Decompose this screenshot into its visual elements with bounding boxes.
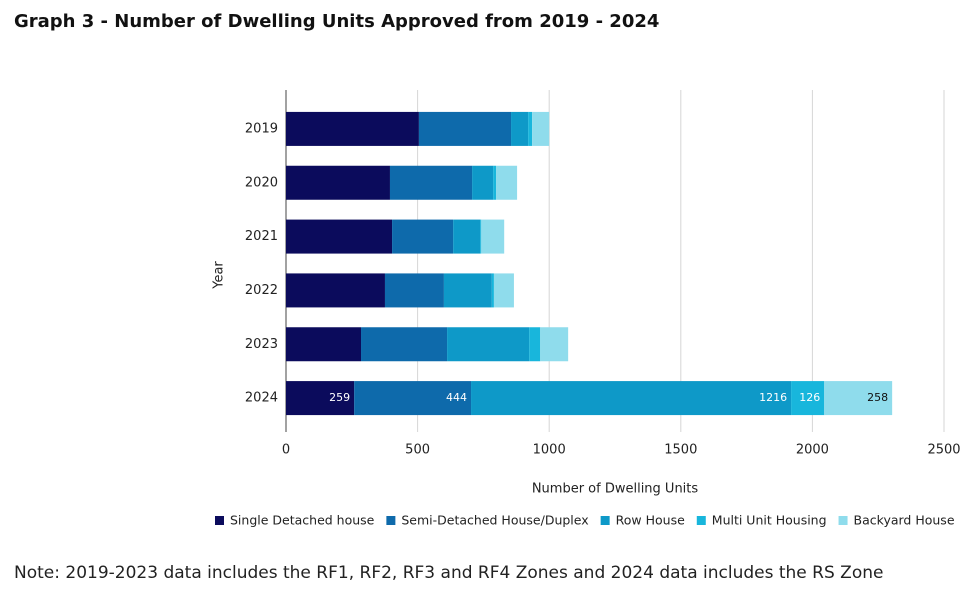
legend-label: Backyard House <box>854 513 955 528</box>
y-tick-label: 2022 <box>245 283 278 298</box>
chart-title: Graph 3 - Number of Dwelling Units Appro… <box>14 11 659 32</box>
data-label: 444 <box>446 391 467 404</box>
bar-segment <box>491 273 494 308</box>
x-tick-label: 0 <box>282 443 290 458</box>
note: Note: 2019-2023 data includes the RF1, R… <box>14 563 883 583</box>
legend-swatch <box>386 516 396 525</box>
bar-segment <box>824 381 893 416</box>
bar-segment <box>472 165 494 200</box>
y-tick-label: 2020 <box>245 175 278 190</box>
bar-segment <box>286 273 385 308</box>
data-label: 258 <box>867 391 888 404</box>
legend-label: Semi-Detached House/Duplex <box>401 513 588 528</box>
x-tick-label: 500 <box>405 443 430 458</box>
bar-segment <box>286 381 355 416</box>
bar-segment <box>418 111 512 146</box>
x-tick-label: 2500 <box>927 443 960 458</box>
legend-swatch <box>600 516 610 525</box>
x-axis-title: Number of Dwelling Units <box>532 482 699 497</box>
x-tick-label: 2000 <box>796 443 829 458</box>
bar-segment <box>286 165 390 200</box>
bar-segment <box>791 381 825 416</box>
y-tick-label: 2024 <box>245 391 278 406</box>
y-tick-label: 2023 <box>245 337 278 352</box>
legend-swatch <box>215 516 224 525</box>
bar-segment <box>384 273 444 308</box>
data-label: 126 <box>799 391 820 404</box>
bar-segment <box>443 273 492 308</box>
legend-label: Row House <box>616 513 685 528</box>
bar-segment <box>481 219 505 254</box>
legend-label: Single Detached house <box>230 513 375 528</box>
x-tick-label: 1500 <box>664 443 697 458</box>
bar-segment <box>471 381 792 416</box>
bar-segment <box>480 219 482 254</box>
bar-segment <box>453 219 481 254</box>
bar-segment <box>286 327 362 362</box>
bar-segment <box>532 111 550 146</box>
legend-label: Multi Unit Housing <box>712 513 827 528</box>
bar-segment <box>392 219 454 254</box>
bar-segment <box>529 327 541 362</box>
bar-segment <box>389 165 473 200</box>
x-tick-label: 1000 <box>533 443 566 458</box>
bar-segment <box>361 327 448 362</box>
bar-segment <box>493 165 497 200</box>
legend-swatch <box>838 516 848 525</box>
bar-segment <box>354 381 472 416</box>
y-axis-title: Year <box>212 261 227 290</box>
bar-segment <box>496 165 518 200</box>
y-tick-label: 2019 <box>245 121 278 136</box>
bar-segment <box>286 111 419 146</box>
data-label: 259 <box>329 391 350 404</box>
bar-segment <box>447 327 530 362</box>
bar-segment <box>528 111 533 146</box>
bar-segment <box>286 219 393 254</box>
bar-segment <box>493 273 514 308</box>
y-tick-label: 2021 <box>245 229 278 244</box>
data-label: 1216 <box>759 391 787 404</box>
legend-swatch <box>696 516 706 525</box>
bar-segment <box>511 111 529 146</box>
bar-segment <box>540 327 569 362</box>
